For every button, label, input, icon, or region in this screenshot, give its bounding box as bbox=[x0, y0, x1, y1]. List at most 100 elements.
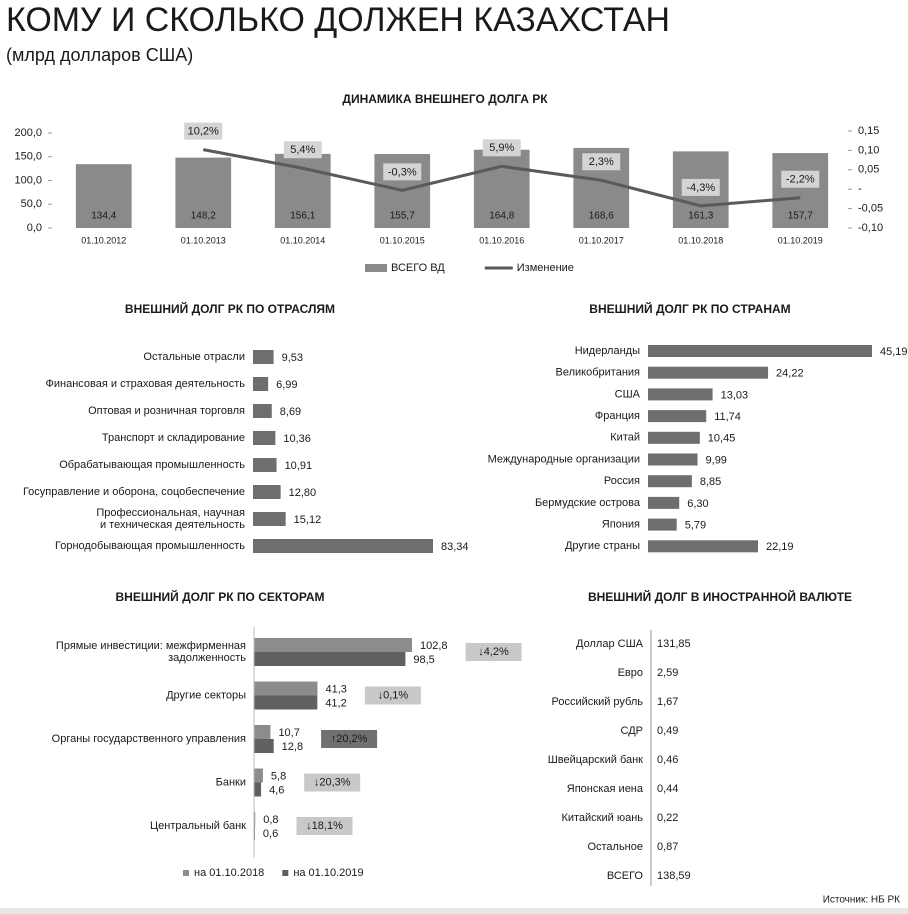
bar bbox=[648, 431, 700, 444]
value-label: 9,53 bbox=[282, 352, 303, 364]
row-label: Китайский юань bbox=[561, 812, 643, 824]
category-label: Франция bbox=[595, 410, 640, 422]
category-label: Нидерланды bbox=[575, 345, 640, 357]
source: Источник: НБ РК bbox=[823, 895, 900, 906]
y-tick-label: 50,0 bbox=[21, 198, 42, 210]
line bbox=[202, 148, 801, 208]
category-label: США bbox=[615, 388, 641, 400]
row-value: 131,85 bbox=[657, 638, 691, 650]
line-value-label: 10,2% bbox=[188, 126, 219, 138]
change-label: ↓20,3% bbox=[314, 776, 351, 788]
bar bbox=[253, 485, 281, 499]
bar bbox=[254, 782, 262, 797]
row-label: Доллар США bbox=[576, 638, 644, 650]
bar-value-label: 148,2 bbox=[191, 211, 216, 222]
bar-value-label: 157,7 bbox=[788, 211, 813, 222]
bar bbox=[648, 453, 698, 466]
category-label: Обрабатывающая промышленность bbox=[59, 459, 245, 471]
bar bbox=[253, 458, 277, 472]
bar bbox=[253, 404, 272, 418]
value-label: 4,6 bbox=[269, 784, 284, 796]
legend-swatch bbox=[183, 870, 189, 876]
category-label: Оптовая и розничная торговля bbox=[88, 405, 245, 417]
bar bbox=[648, 496, 680, 509]
x-tick-label: 01.10.2017 bbox=[579, 235, 624, 245]
line-value-label: -0,3% bbox=[388, 166, 417, 178]
line-label-box bbox=[781, 170, 820, 188]
x-tick-label: 01.10.2013 bbox=[181, 235, 226, 245]
category-label: Органы государственного управления bbox=[52, 733, 246, 745]
legend-label: ВСЕГО ВД bbox=[391, 262, 445, 274]
value-label: 0,6 bbox=[263, 828, 278, 840]
legend-label: на 01.10.2018 bbox=[194, 867, 264, 879]
page-subtitle: (млрд долларов США) bbox=[6, 45, 193, 65]
y2-tick-label: -0,05 bbox=[858, 203, 883, 215]
line-value-label: 2,3% bbox=[589, 156, 614, 168]
chart-title: ВНЕШНИЙ ДОЛГ РК ПО ОТРАСЛЯМ bbox=[125, 301, 335, 316]
value-label: 11,74 bbox=[714, 411, 741, 423]
bar bbox=[648, 388, 713, 401]
row-value: 0,46 bbox=[657, 754, 678, 766]
bar-value-label: 155,7 bbox=[390, 211, 415, 222]
category-label: Япония bbox=[602, 519, 640, 531]
chart-title: ВНЕШНИЙ ДОЛГ РК ПО СЕКТОРАМ bbox=[115, 589, 324, 604]
category-label: Остальные отрасли bbox=[143, 351, 245, 363]
change-label: ↓4,2% bbox=[478, 646, 509, 658]
x-tick-label: 01.10.2014 bbox=[280, 235, 325, 245]
bar bbox=[772, 153, 829, 228]
x-tick-label: 01.10.2019 bbox=[778, 235, 823, 245]
x-tick-label: 01.10.2012 bbox=[81, 235, 126, 245]
value-label: 6,30 bbox=[687, 498, 708, 510]
row-label: Японская иена bbox=[567, 783, 644, 795]
line-label-box bbox=[283, 141, 322, 159]
change-box bbox=[364, 686, 421, 705]
change-label: ↑20,2% bbox=[331, 733, 368, 745]
line-value-label: -4,3% bbox=[686, 182, 715, 194]
bar bbox=[254, 739, 274, 753]
line-label-box bbox=[582, 153, 621, 171]
change-label: ↓0,1% bbox=[378, 689, 409, 701]
value-label: 8,69 bbox=[280, 406, 301, 418]
line-value-label: 5,4% bbox=[290, 144, 315, 156]
row-value: 0,44 bbox=[657, 783, 678, 795]
bar bbox=[254, 768, 263, 783]
bar bbox=[254, 812, 256, 826]
row-label: ВСЕГО bbox=[607, 870, 644, 882]
y2-tick-label: 0,15 bbox=[858, 125, 879, 137]
y2-tick-label: 0,05 bbox=[858, 164, 879, 176]
value-label: 5,79 bbox=[685, 520, 706, 532]
line-label-box bbox=[681, 178, 720, 196]
category-label: Профессиональная, научная и техническая д… bbox=[96, 507, 245, 531]
row-label: СДР bbox=[621, 725, 644, 737]
bar bbox=[75, 164, 132, 228]
row-value: 0,87 bbox=[657, 841, 678, 853]
bar bbox=[253, 431, 276, 445]
y2-tick-label: - bbox=[858, 183, 862, 195]
row-value: 0,49 bbox=[657, 725, 678, 737]
category-label: Банки bbox=[216, 776, 246, 788]
bar bbox=[175, 157, 232, 228]
category-label: Финансовая и страховая деятельность bbox=[46, 378, 246, 390]
change-box bbox=[321, 730, 378, 748]
x-tick-label: 01.10.2016 bbox=[479, 235, 524, 245]
category-label: Горнодобывающая промышленность bbox=[55, 540, 245, 552]
row-label: Российский рубль bbox=[552, 696, 644, 708]
value-label: 41,3 bbox=[325, 683, 346, 695]
row-label: Остальное bbox=[587, 841, 643, 853]
value-label: 0,8 bbox=[263, 814, 278, 826]
y-tick-label: 0,0 bbox=[27, 222, 42, 234]
category-label: Прямые инвестиции: межфирменная задолженн… bbox=[56, 640, 246, 664]
bar-value-label: 156,1 bbox=[290, 211, 315, 222]
bar bbox=[253, 539, 433, 553]
value-label: 98,5 bbox=[413, 654, 434, 666]
row-label: Евро bbox=[618, 667, 643, 679]
line-value-label: -2,2% bbox=[786, 174, 815, 186]
bar bbox=[648, 475, 692, 488]
category-label: Транспорт и складирование bbox=[102, 432, 245, 444]
bar bbox=[648, 410, 707, 423]
value-label: 45,19 bbox=[880, 346, 908, 358]
change-label: ↓18,1% bbox=[306, 820, 343, 832]
category-label: Госуправление и оборона, соцобеспечение bbox=[23, 486, 245, 498]
chart-title: ВНЕШНИЙ ДОЛГ В ИНОСТРАННОЙ ВАЛЮТЕ bbox=[588, 589, 852, 604]
legend-label: на 01.10.2019 bbox=[293, 867, 363, 879]
